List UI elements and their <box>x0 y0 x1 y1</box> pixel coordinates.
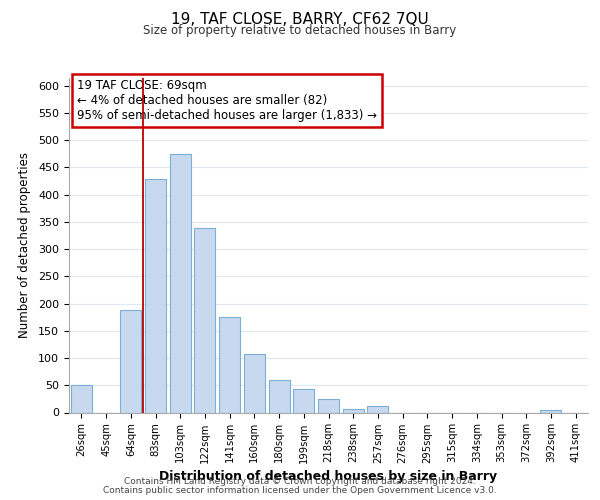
Text: Contains public sector information licensed under the Open Government Licence v3: Contains public sector information licen… <box>103 486 497 495</box>
Bar <box>120 310 141 412</box>
X-axis label: Distribution of detached houses by size in Barry: Distribution of detached houses by size … <box>160 470 497 482</box>
Bar <box>367 406 388 412</box>
Bar <box>293 388 314 412</box>
Bar <box>219 317 240 412</box>
Bar <box>318 399 339 412</box>
Bar <box>194 228 215 412</box>
Text: 19, TAF CLOSE, BARRY, CF62 7QU: 19, TAF CLOSE, BARRY, CF62 7QU <box>171 12 429 28</box>
Bar <box>145 180 166 412</box>
Text: 19 TAF CLOSE: 69sqm
← 4% of detached houses are smaller (82)
95% of semi-detache: 19 TAF CLOSE: 69sqm ← 4% of detached hou… <box>77 79 377 122</box>
Bar <box>541 410 562 412</box>
Bar <box>71 386 92 412</box>
Y-axis label: Number of detached properties: Number of detached properties <box>18 152 31 338</box>
Text: Contains HM Land Registry data © Crown copyright and database right 2024.: Contains HM Land Registry data © Crown c… <box>124 477 476 486</box>
Text: Size of property relative to detached houses in Barry: Size of property relative to detached ho… <box>143 24 457 37</box>
Bar <box>170 154 191 412</box>
Bar <box>269 380 290 412</box>
Bar <box>244 354 265 412</box>
Bar <box>343 408 364 412</box>
